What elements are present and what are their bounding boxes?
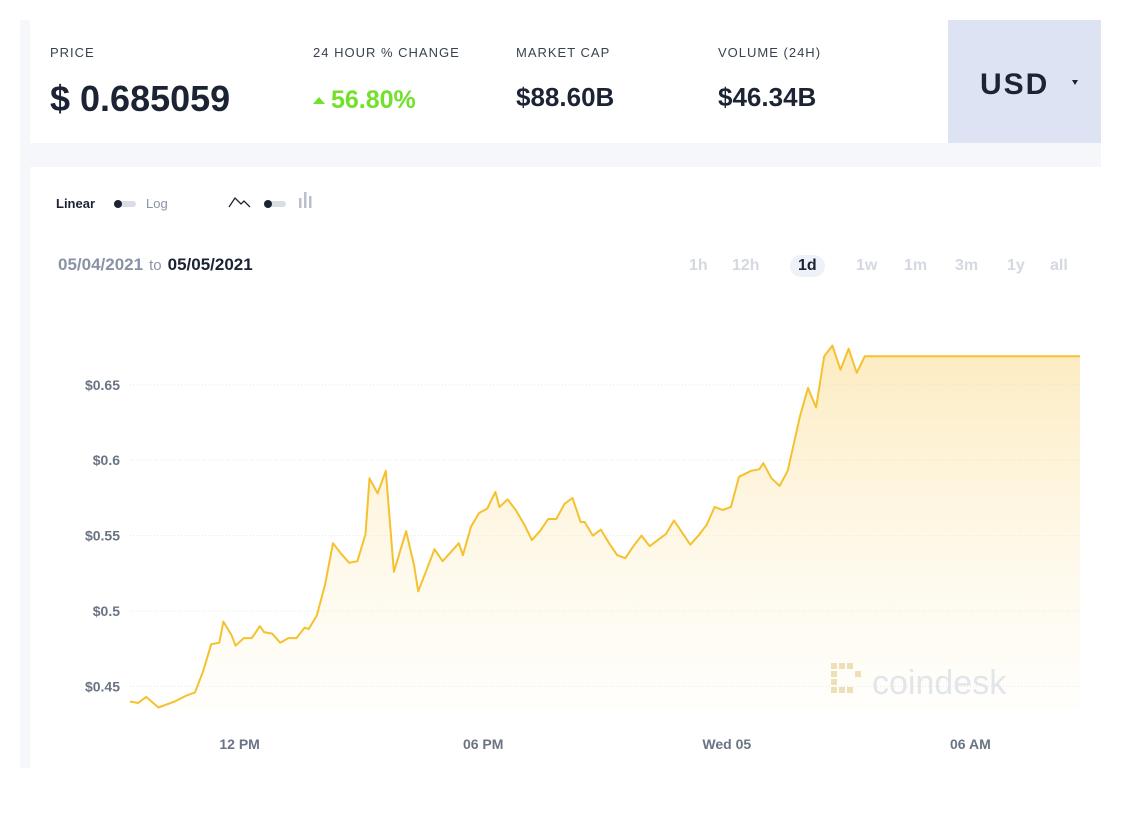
- price-value: $ 0.685059: [50, 78, 231, 119]
- stats-bar: PRICE $ 0.685059 24 HOUR % CHANGE 56.80%…: [30, 20, 948, 143]
- chevron-down-icon: [1072, 80, 1078, 85]
- watermark-text: coindesk: [872, 664, 1007, 702]
- currency-selector[interactable]: USD: [948, 20, 1101, 143]
- change-percent: 56.80%: [331, 86, 416, 114]
- x-tick-label: Wed 05: [702, 736, 751, 752]
- range-3m[interactable]: 3m: [955, 257, 979, 274]
- price-chart[interactable]: coindesk $0.45 $0.5 $0.55 $0.6 $0.65 12 PM 06 …: [30, 167, 1101, 768]
- linear-label[interactable]: Linear: [56, 196, 96, 211]
- chart-panel: Linear Log 05/04/2021 to 05/05/2021 1h 12h…: [30, 167, 1101, 768]
- range-1d[interactable]: 1d: [790, 255, 825, 277]
- y-tick-label: $0.5: [93, 603, 120, 619]
- range-1m[interactable]: 1m: [904, 257, 928, 274]
- date-to-word: to: [149, 257, 162, 274]
- range-1y[interactable]: 1y: [1007, 257, 1025, 274]
- date-to: 05/05/2021: [167, 255, 253, 274]
- y-tick-label: $0.45: [85, 678, 120, 694]
- y-tick-label: $0.55: [85, 528, 120, 544]
- date-range: 05/04/2021 to 05/05/2021: [58, 255, 253, 275]
- price-area: [130, 345, 1080, 709]
- bar-chart-icon[interactable]: [298, 192, 316, 210]
- market-cap-label: MARKET CAP: [516, 45, 611, 60]
- line-chart-icon[interactable]: [228, 195, 252, 209]
- scale-switch-knob: [114, 200, 122, 208]
- volume-value: $46.34B: [718, 82, 817, 112]
- x-tick-label: 06 AM: [950, 736, 991, 752]
- x-tick-label: 12 PM: [219, 736, 259, 752]
- y-tick-label: $0.6: [93, 452, 120, 468]
- price-line: [129, 344, 1080, 709]
- range-all[interactable]: all: [1050, 257, 1068, 274]
- chart-type-switch[interactable]: [264, 200, 286, 208]
- scale-switch[interactable]: [114, 200, 136, 208]
- date-from: 05/04/2021: [58, 255, 144, 274]
- y-tick-label: $0.65: [85, 377, 120, 393]
- volume-label: VOLUME (24H): [718, 45, 822, 60]
- range-1w[interactable]: 1w: [856, 257, 878, 274]
- x-tick-label: 06 PM: [463, 736, 503, 752]
- chart-type-switch-knob: [264, 200, 272, 208]
- up-arrow-icon: [313, 97, 325, 104]
- log-label[interactable]: Log: [146, 196, 168, 211]
- market-cap-value: $88.60B: [516, 82, 615, 112]
- coindesk-logo-icon: [831, 663, 861, 693]
- range-12h[interactable]: 12h: [732, 257, 760, 274]
- currency-label: USD: [980, 68, 1050, 101]
- range-1h[interactable]: 1h: [689, 257, 708, 274]
- price-label: PRICE: [50, 45, 95, 60]
- change-label: 24 HOUR % CHANGE: [313, 45, 460, 60]
- change-value: 56.80%: [313, 86, 416, 115]
